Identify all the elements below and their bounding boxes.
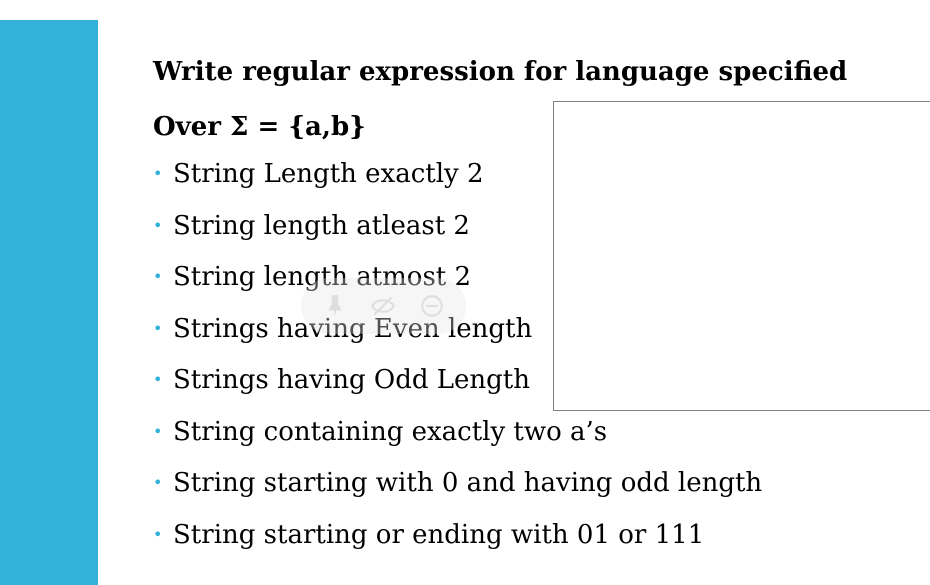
bullet-list: • String Length exactly 2 • String lengt… xyxy=(153,156,762,568)
hide-icon[interactable] xyxy=(370,293,396,319)
bullet-item: • String starting or ending with 01 or 1… xyxy=(153,517,762,569)
bullet-dot: • xyxy=(153,164,163,183)
bullet-item: • String length atleast 2 xyxy=(153,208,762,260)
bullet-dot: • xyxy=(153,318,163,338)
bullet-dot: • xyxy=(153,421,163,441)
bullet-item: • String Length exactly 2 xyxy=(153,156,762,208)
bullet-item: • String containing exactly two a’s xyxy=(153,414,762,466)
bullet-text: String length atmost 2 xyxy=(173,262,472,292)
bullet-text: String length atleast 2 xyxy=(173,210,470,241)
pen-icon[interactable] xyxy=(322,293,348,319)
presenter-overlay-toolbar[interactable] xyxy=(301,278,466,334)
bullet-item: • String starting with 0 and having odd … xyxy=(153,465,762,517)
bullet-text: Strings having Even length xyxy=(173,313,533,344)
bullet-text: Strings having Odd Length xyxy=(173,365,531,395)
bullet-text: String starting or ending with 01 or 111 xyxy=(173,519,705,550)
zoom-out-icon[interactable] xyxy=(419,293,445,319)
slide-subtitle: Over Σ = {a,b} xyxy=(153,112,366,142)
bullet-item: • String length atmost 2 xyxy=(153,259,762,311)
bullet-item: • Strings having Odd Length xyxy=(153,362,762,414)
bullet-text: String containing exactly two a’s xyxy=(173,416,608,447)
accent-bar xyxy=(0,20,98,585)
bullet-dot: • xyxy=(153,370,163,389)
bullet-text: String starting with 0 and having odd le… xyxy=(173,468,763,498)
bullet-dot: • xyxy=(153,215,163,235)
bullet-dot: • xyxy=(153,524,163,544)
bullet-dot: • xyxy=(153,473,163,492)
bullet-text: String Length exactly 2 xyxy=(173,159,484,189)
slide-title: Write regular expression for language sp… xyxy=(153,57,848,87)
bullet-item: • Strings having Even length xyxy=(153,311,762,363)
answer-box xyxy=(553,101,930,411)
bullet-dot: • xyxy=(153,267,163,286)
